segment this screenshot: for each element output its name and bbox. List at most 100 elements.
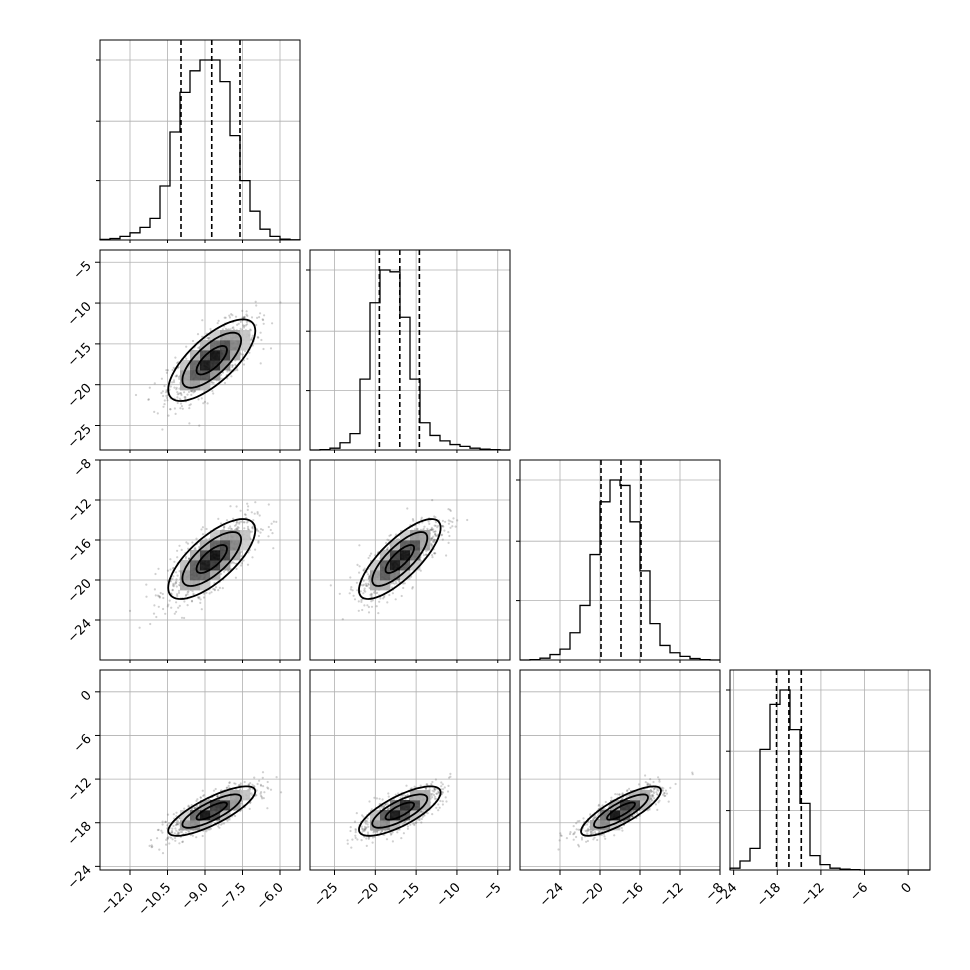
scatter-point bbox=[367, 611, 371, 614]
scatter-point bbox=[154, 572, 157, 576]
scatter-point bbox=[176, 549, 179, 552]
scatter-point bbox=[234, 576, 237, 579]
scatter-point bbox=[162, 405, 165, 408]
scatter-point bbox=[229, 328, 232, 331]
scatter-point bbox=[176, 391, 179, 394]
scatter-point bbox=[235, 567, 238, 571]
scatter-point bbox=[263, 314, 266, 317]
density-cell bbox=[200, 560, 211, 571]
scatter-point bbox=[382, 597, 385, 600]
scatter-point bbox=[156, 412, 159, 415]
scatter-point bbox=[149, 838, 153, 842]
pair-content-1-0 bbox=[134, 300, 282, 431]
scatter-point bbox=[442, 525, 445, 528]
contour-line-1 bbox=[371, 531, 429, 587]
scatter-point bbox=[167, 836, 170, 839]
pair-frame-2-0 bbox=[99, 459, 301, 661]
scatter-point bbox=[367, 556, 370, 560]
scatter-point bbox=[266, 807, 269, 810]
scatter-point bbox=[240, 802, 243, 805]
scatter-point bbox=[186, 593, 189, 596]
scatter-point bbox=[178, 397, 181, 400]
scatter-point bbox=[368, 554, 371, 557]
scatter-point bbox=[231, 561, 234, 564]
scatter-point bbox=[174, 839, 177, 842]
scatter-point bbox=[432, 535, 435, 538]
scatter-point bbox=[254, 501, 257, 504]
scatter-point bbox=[239, 353, 243, 356]
scatter-point bbox=[202, 794, 205, 798]
scatter-point bbox=[447, 522, 450, 525]
scatter-point bbox=[178, 842, 181, 845]
scatter-point bbox=[161, 390, 164, 393]
scatter-point bbox=[414, 821, 417, 825]
scatter-point bbox=[156, 837, 159, 840]
scatter-point bbox=[177, 375, 181, 379]
scatter-point bbox=[183, 391, 186, 394]
scatter-point bbox=[360, 598, 363, 602]
scatter-point bbox=[223, 570, 226, 573]
pair-frame-3-1 bbox=[309, 669, 511, 871]
scatter-point bbox=[161, 831, 164, 834]
scatter-point bbox=[371, 599, 374, 602]
scatter-point bbox=[448, 776, 451, 779]
scatter-point bbox=[406, 825, 410, 828]
scatter-point bbox=[354, 834, 357, 837]
scatter-point bbox=[433, 515, 436, 518]
scatter-point bbox=[423, 525, 426, 528]
scatter-point bbox=[427, 520, 430, 523]
scatter-point bbox=[178, 604, 181, 608]
scatter-point bbox=[257, 530, 260, 533]
scatter-point bbox=[197, 597, 200, 600]
density-cell bbox=[210, 550, 221, 561]
scatter-point bbox=[173, 583, 176, 586]
density-cell bbox=[240, 340, 251, 351]
scatter-point bbox=[192, 391, 195, 394]
scatter-point bbox=[253, 512, 256, 515]
scatter-point bbox=[361, 584, 364, 587]
scatter-point bbox=[194, 548, 197, 551]
scatter-point bbox=[158, 595, 161, 598]
pair-frame-2-1 bbox=[309, 459, 511, 661]
contour-line-1 bbox=[181, 331, 243, 389]
scatter-point bbox=[240, 550, 243, 554]
scatter-point bbox=[257, 540, 260, 543]
scatter-point bbox=[434, 532, 437, 536]
scatter-point bbox=[405, 784, 408, 787]
scatter-point bbox=[217, 517, 220, 521]
scatter-point bbox=[236, 521, 239, 524]
scatter-point bbox=[246, 508, 249, 511]
scatter-point bbox=[237, 526, 240, 529]
density-cell bbox=[380, 570, 391, 581]
scatter-point bbox=[360, 583, 363, 587]
scatter-point bbox=[262, 785, 265, 788]
scatter-point bbox=[434, 552, 437, 555]
scatter-point bbox=[187, 805, 190, 808]
scatter-point bbox=[400, 837, 403, 840]
density-cell bbox=[180, 560, 191, 571]
scatter-point bbox=[173, 386, 176, 389]
scatter-point bbox=[224, 327, 227, 330]
scatter-point bbox=[138, 626, 141, 629]
density-cell bbox=[220, 560, 231, 571]
scatter-point bbox=[422, 527, 425, 531]
scatter-point bbox=[166, 569, 170, 572]
scatter-point bbox=[438, 806, 441, 809]
scatter-point bbox=[346, 839, 349, 842]
scatter-point bbox=[365, 584, 368, 587]
scatter-point bbox=[267, 503, 270, 506]
scatter-point bbox=[198, 545, 201, 549]
scatter-point bbox=[213, 589, 216, 592]
scatter-point bbox=[171, 368, 174, 372]
hist-panel-2 bbox=[516, 459, 721, 661]
scatter-point bbox=[166, 369, 169, 372]
scatter-point bbox=[225, 786, 228, 789]
scatter-point bbox=[257, 541, 260, 544]
scatter-point bbox=[178, 377, 181, 380]
scatter-point bbox=[240, 555, 243, 558]
density-cell bbox=[210, 330, 221, 341]
density-cell bbox=[200, 580, 211, 591]
scatter-point bbox=[188, 404, 191, 407]
scatter-point bbox=[433, 530, 436, 533]
scatter-point bbox=[270, 522, 273, 525]
